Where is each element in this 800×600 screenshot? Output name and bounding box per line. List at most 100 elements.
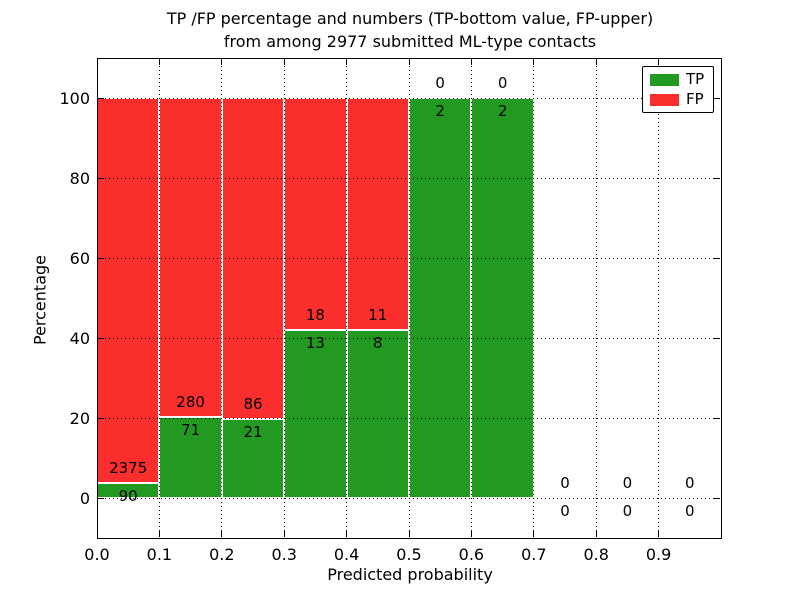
legend-tp-label: TP [686, 70, 705, 88]
y-tick [714, 417, 720, 419]
bar-count-label-fp: 280 [176, 393, 205, 412]
x-tick [533, 531, 535, 537]
x-tick-label: 0.8 [583, 545, 609, 564]
bar-segment-tp [221, 419, 285, 498]
bar-segment-fp [346, 98, 409, 330]
grid-line-x [408, 58, 410, 538]
bar-count-label-fp: 0 [497, 74, 508, 92]
bar-count-label-fp: 11 [368, 305, 388, 324]
grid-line-y [97, 177, 721, 179]
x-tick-label: 0.4 [333, 545, 360, 564]
grid-line-x [346, 58, 348, 538]
x-tick-label: 0.9 [645, 545, 672, 564]
grid-line-y [97, 337, 721, 339]
grid-line-y [97, 497, 721, 499]
bar-count-label-tp: 71 [181, 421, 201, 440]
x-tick [658, 531, 660, 537]
x-tick [408, 531, 410, 537]
x-tick-label: 0.3 [271, 545, 297, 564]
bar-segment-tp [471, 98, 534, 498]
y-tick [98, 257, 104, 259]
bar-count-label-fp: 0 [622, 474, 633, 492]
bar-count-label-tp: 2 [497, 102, 508, 120]
bar-count-label-tp: 0 [685, 502, 695, 520]
bar-segment-fp [284, 98, 347, 331]
x-tick-label: 0.6 [458, 545, 485, 564]
bar-count-label-tp: 13 [305, 334, 325, 353]
x-axis-label: Predicted probability [327, 565, 493, 584]
x-tick-label: 0.7 [521, 545, 547, 564]
bar-segment-tp [159, 417, 222, 498]
grid-line-x [533, 58, 535, 538]
bar-count-label-fp: 0 [435, 74, 445, 92]
x-tick [221, 531, 223, 537]
bar-count-label-fp: 0 [685, 474, 695, 492]
grid-line-y [97, 97, 721, 99]
y-tick [714, 97, 720, 99]
legend-row-tp: TP [650, 72, 713, 87]
x-tick [470, 59, 472, 65]
x-tick-label: 0.5 [396, 545, 422, 564]
bar-segment-fp [97, 98, 160, 484]
x-tick-label: 0.2 [209, 545, 235, 564]
bar-count-label-fp: 86 [243, 395, 263, 414]
x-tick [346, 531, 348, 537]
grid-line-y [97, 257, 721, 259]
grid-line-x [158, 58, 160, 538]
legend-fp-swatch-icon [650, 93, 679, 106]
y-tick [714, 257, 720, 259]
bar-segment-tp [346, 329, 409, 498]
x-tick [346, 59, 348, 65]
bar-count-label-tp: 21 [243, 423, 263, 442]
y-tick-label: 60 [69, 249, 90, 268]
x-tick-label: 0.1 [146, 545, 173, 564]
y-tick [714, 177, 720, 179]
x-tick [283, 531, 285, 537]
legend: TP FP [642, 66, 714, 113]
y-tick-label: 40 [69, 329, 90, 348]
y-tick-label: 0 [79, 489, 90, 508]
grid-line-x [221, 58, 223, 538]
bar-segment-tp [409, 98, 472, 498]
y-tick-label: 20 [69, 409, 90, 428]
bar-segment-tp [284, 330, 347, 498]
bar-count-label-tp: 90 [118, 487, 138, 506]
y-tick [714, 337, 720, 339]
x-tick [533, 59, 535, 65]
x-tick-label: 0.0 [84, 545, 110, 564]
y-tick [98, 337, 104, 339]
legend-row-fp: FP [650, 92, 713, 107]
grid-line-x [283, 58, 285, 538]
x-tick [595, 59, 597, 65]
y-tick [98, 97, 104, 99]
x-tick [221, 59, 223, 65]
grid-line-y [97, 417, 721, 419]
y-tick [714, 497, 720, 499]
bar-count-label-tp: 0 [560, 502, 570, 520]
x-tick [283, 59, 285, 65]
bar-count-label-tp: 2 [435, 102, 445, 120]
x-tick [595, 531, 597, 537]
chart-title-line1: TP /FP percentage and numbers (TP-bottom… [166, 9, 654, 28]
grid-line-x [595, 58, 597, 538]
y-tick [98, 497, 104, 499]
legend-tp-swatch-icon [650, 73, 679, 86]
bar-count-label-fp: 2375 [109, 459, 148, 478]
y-tick-label: 100 [59, 89, 90, 108]
chart-title-line2: from among 2977 submitted ML-type contac… [223, 32, 597, 51]
y-tick [98, 417, 104, 419]
y-tick [98, 177, 104, 179]
x-tick [96, 531, 98, 537]
x-tick [470, 531, 472, 537]
y-tick-label: 80 [69, 169, 90, 188]
grid-line-x [658, 58, 660, 538]
x-tick [408, 59, 410, 65]
bar-count-label-tp: 8 [373, 333, 383, 352]
grid-line-x [470, 58, 472, 538]
legend-fp-label: FP [686, 90, 704, 108]
x-tick [96, 59, 98, 65]
bar-count-label-fp: 18 [305, 306, 325, 325]
bar-segment-fp [221, 98, 285, 420]
x-tick [158, 59, 160, 65]
